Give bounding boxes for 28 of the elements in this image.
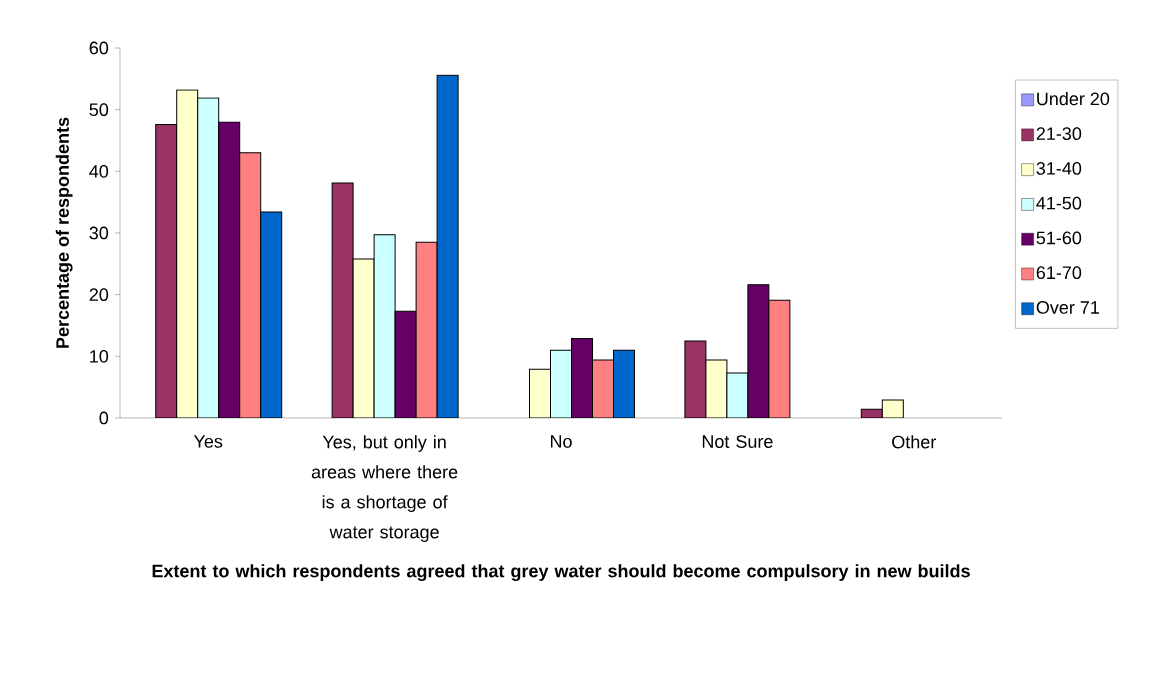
legend-label: 61-70 [1036, 266, 1082, 280]
y-tick-label: 60 [89, 41, 109, 55]
x-axis-title: Extent to which respondents agreed that grey water should become compulsory in new builds [152, 564, 970, 582]
bar [176, 89, 199, 418]
y-axis-title: Percentage of respondents [55, 117, 73, 348]
legend-label: 21-30 [1036, 127, 1082, 140]
x-tick-label: Other [892, 435, 937, 449]
y-tick-label: 40 [89, 164, 109, 178]
bar [239, 152, 262, 418]
legend-label: 31-40 [1036, 162, 1082, 175]
x-tick-label: Yes [193, 435, 223, 448]
x-tick-label: No [550, 435, 572, 448]
legend-label: Under 20 [1037, 92, 1110, 106]
bar [529, 368, 551, 418]
y-tick-label: 50 [89, 103, 109, 117]
legend-label: 41-50 [1036, 196, 1082, 210]
y-tick-label: 20 [89, 288, 109, 302]
y-tick-label: 30 [89, 226, 109, 240]
bar [415, 241, 438, 418]
legend-label: 51-60 [1036, 231, 1082, 245]
y-tick-label: 0 [99, 411, 109, 425]
bar [155, 123, 178, 418]
bar [592, 359, 614, 418]
legend-label: Over 71 [1036, 301, 1099, 314]
x-tick-label: Yes, but only in areas where there is a shortage of water storage [311, 435, 458, 542]
y-tick-label: 10 [90, 349, 109, 363]
x-tick-label: Not Sure [702, 435, 773, 448]
bar [331, 182, 354, 418]
